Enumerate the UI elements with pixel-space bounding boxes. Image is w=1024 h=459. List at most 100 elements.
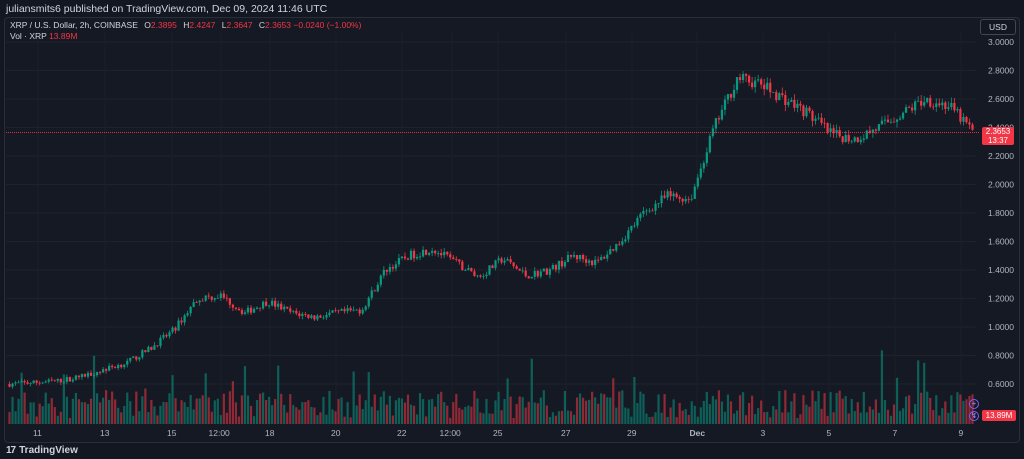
candle-body — [298, 313, 301, 317]
candle-body — [11, 383, 14, 387]
volume-bar — [512, 417, 515, 424]
candle-body — [89, 372, 93, 376]
candle-body — [41, 382, 44, 384]
candle-body — [352, 309, 355, 311]
candle-body — [168, 332, 171, 337]
candle-body — [44, 381, 47, 383]
candle-body — [799, 103, 802, 106]
candle-body — [660, 195, 663, 204]
candle-body — [147, 346, 150, 352]
candle-body — [766, 82, 769, 90]
add-alert-icon[interactable]: + — [969, 399, 979, 409]
close-label: C — [258, 20, 266, 30]
candle-body — [231, 304, 235, 308]
x-tick-label: 29 — [627, 428, 637, 438]
candle-body — [246, 307, 250, 313]
volume-bar — [86, 404, 90, 424]
chart-frame[interactable] — [4, 17, 1020, 443]
candle-body — [189, 306, 192, 314]
x-tick-label: 18 — [265, 428, 275, 438]
volume-bar — [820, 408, 823, 424]
candle-body — [787, 101, 790, 106]
candle-body — [449, 254, 452, 258]
candle-body — [693, 186, 696, 199]
volume-bar — [62, 374, 65, 424]
tradingview-logo[interactable]: 17 TradingView — [6, 445, 78, 456]
volume-bar — [114, 399, 117, 424]
candle-body — [153, 345, 156, 350]
volume-bar — [935, 395, 938, 424]
volume-bar — [225, 412, 228, 424]
candle-body — [563, 262, 567, 267]
candle-body — [657, 203, 660, 205]
volume-bar — [213, 400, 216, 424]
volume-bar — [174, 398, 177, 424]
candle-body — [424, 249, 428, 255]
candle-body — [889, 121, 893, 123]
candle-body — [286, 306, 289, 309]
volume-bar — [654, 412, 657, 424]
legend-symbol[interactable]: XRP / U.S. Dollar, 2h, COINBASE — [10, 20, 138, 30]
volume-bar — [331, 409, 334, 424]
volume-bar — [11, 396, 14, 424]
candle-body — [385, 269, 388, 272]
volume-bar — [77, 399, 81, 424]
volume-badge: 13.89M — [982, 410, 1016, 421]
volume-bar — [953, 412, 956, 424]
candle-body — [588, 260, 591, 263]
open-label: O — [144, 20, 151, 30]
volume-bar — [524, 407, 527, 424]
candle-body — [811, 111, 814, 121]
volume-bar — [482, 413, 485, 424]
candle-body — [971, 124, 974, 130]
volume-label[interactable]: Vol · XRP — [10, 31, 47, 41]
volume-bar — [108, 399, 111, 424]
volume-bar — [663, 394, 666, 424]
volume-bar — [92, 355, 96, 424]
candle-body — [388, 267, 391, 272]
volume-bar — [322, 396, 325, 424]
volume-bar — [428, 399, 431, 424]
volume-bar — [415, 414, 419, 424]
candle-body — [817, 117, 820, 119]
candle-body — [856, 137, 859, 143]
volume-bar — [699, 407, 702, 424]
volume-bar — [207, 397, 210, 424]
volume-bar — [814, 401, 817, 424]
candle-body — [126, 360, 129, 365]
volume-bar — [177, 411, 180, 424]
volume-bar — [732, 413, 736, 424]
volume-bar — [914, 404, 917, 424]
volume-bar — [527, 401, 530, 424]
volume-bar — [171, 375, 174, 424]
candle-body — [729, 94, 733, 98]
volume-bar — [588, 399, 591, 424]
volume-bar — [506, 378, 509, 424]
change-value: −0.0240 (−1.00%) — [293, 20, 362, 30]
volume-bar — [521, 397, 524, 424]
last-price-value: 2.3653 — [985, 127, 1011, 136]
volume-bar — [687, 414, 690, 424]
volume-bar — [186, 406, 189, 424]
candle-body — [760, 79, 763, 85]
volume-bar — [675, 417, 678, 424]
volume-bar — [811, 390, 814, 424]
candle-body — [584, 259, 588, 263]
x-tick-label: 25 — [493, 428, 503, 438]
volume-bar — [684, 409, 687, 424]
currency-button[interactable]: USD — [980, 19, 1016, 35]
lightning-icon[interactable]: ↯ — [969, 411, 979, 421]
candle-body — [307, 314, 310, 318]
candle-body — [666, 191, 669, 198]
candle-body — [600, 257, 603, 260]
candle-body — [678, 197, 681, 199]
volume-bar — [446, 405, 449, 424]
candle-body — [826, 123, 829, 132]
candle-body — [645, 210, 648, 212]
candle-body — [86, 372, 90, 377]
volume-bar — [802, 395, 805, 424]
volume-bar — [222, 393, 225, 424]
y-tick-label: 2.6000 — [988, 94, 1014, 104]
candle-body — [117, 364, 120, 369]
